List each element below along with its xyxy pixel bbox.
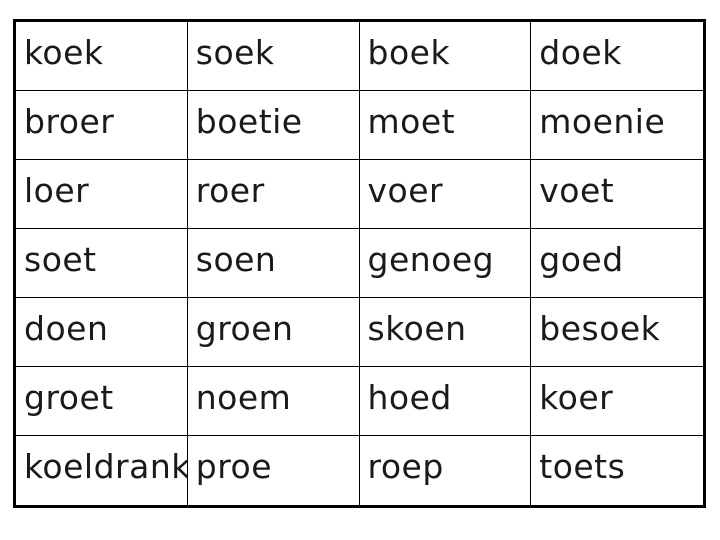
word-cell-r2c2: boetie <box>187 91 360 160</box>
word-cell-r1c4: doek <box>531 22 703 91</box>
word-cell-r2c1: broer <box>16 91 188 160</box>
word-cell-r2c3: moet <box>359 91 532 160</box>
word-cell-r7c1: koeldrank <box>16 436 188 505</box>
word-cell-r4c1: soet <box>16 229 188 298</box>
word-cell-r5c4: besoek <box>531 298 703 367</box>
word-cell-r3c1: loer <box>16 160 188 229</box>
word-cell-r1c1: koek <box>16 22 188 91</box>
word-cell-r1c2: soek <box>187 22 360 91</box>
word-cell-r6c3: hoed <box>359 367 532 436</box>
word-cell-r4c3: genoeg <box>359 229 532 298</box>
word-cell-r3c4: voet <box>531 160 703 229</box>
word-cell-r7c2: proe <box>188 436 360 505</box>
word-table: koek soek boek doek broer boetie moet mo… <box>13 19 706 508</box>
word-cell-r2c4: moenie <box>531 91 703 160</box>
word-cell-r5c1: doen <box>16 298 188 367</box>
word-cell-r6c2: noem <box>187 367 360 436</box>
word-cell-r5c3: skoen <box>359 298 532 367</box>
word-cell-r1c3: boek <box>359 22 532 91</box>
word-cell-r3c2: roer <box>187 160 360 229</box>
word-cell-r3c3: voer <box>359 160 532 229</box>
word-cell-r4c2: soen <box>187 229 360 298</box>
word-cell-r4c4: goed <box>531 229 703 298</box>
word-cell-r7c3: roep <box>360 436 532 505</box>
word-cell-r5c2: groen <box>187 298 360 367</box>
word-cell-r6c4: koer <box>531 367 703 436</box>
word-cell-r6c1: groet <box>16 367 188 436</box>
word-cell-r7c4: toets <box>539 447 626 486</box>
